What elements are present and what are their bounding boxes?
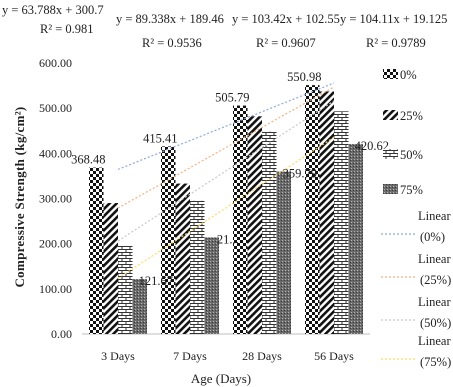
legend-swatch-1 — [383, 110, 398, 120]
y-tick-label: 300.00 — [39, 192, 72, 206]
bar-0pct-28-days — [233, 105, 248, 334]
y-tick-label: 0.00 — [51, 327, 72, 341]
trendline-equations: y = 63.788x + 300.7 R² = 0.981 y = 89.33… — [2, 3, 447, 50]
data-label: 415.41 — [143, 131, 177, 145]
bar-0pct-3-days — [89, 167, 104, 334]
trendline-3 — [117, 136, 335, 279]
x-axis-title: Age (Days) — [191, 371, 251, 386]
legend-swatch-0 — [383, 69, 398, 79]
trendline-0 — [117, 82, 335, 170]
r2-1: R² = 0.9536 — [142, 36, 202, 50]
x-tick-label: 56 Days — [314, 349, 354, 363]
bar-50pct-3-days — [118, 245, 133, 334]
legend: 0% 25% 50% 75% Linear (0%) Linear (25%) Linear (5… — [381, 68, 451, 369]
equation-0: y = 63.788x + 300.7 — [2, 3, 104, 17]
x-tick-label: 28 Days — [242, 349, 282, 363]
bar-50pct-7-days — [190, 200, 205, 334]
bar-0pct-56-days — [305, 85, 320, 334]
legend-label-2: 50% — [400, 148, 423, 162]
legend-trend-label-2: Linear (50%) — [418, 295, 451, 330]
y-axis-title: Compressive Strength (kg/cm²) — [12, 106, 27, 287]
x-axis-ticks: 3 Days 7 Days 28 Days 56 Days — [101, 349, 354, 363]
bar-50pct-56-days — [334, 111, 349, 334]
data-label: 359.79 — [283, 166, 317, 180]
y-axis-ticks: 0.00 100.00 200.00 300.00 400.00 500.00 600.00 — [39, 56, 72, 341]
data-label: 368.48 — [71, 153, 105, 167]
bar-25pct-56-days — [319, 91, 334, 334]
bar-75pct-7-days — [204, 237, 219, 334]
bar-75pct-28-days — [276, 171, 291, 334]
data-label: 420.62 — [355, 139, 389, 153]
legend-trend-label-3: Linear (75%) — [418, 334, 451, 369]
r2-2: R² = 0.9607 — [256, 36, 316, 50]
legend-swatch-3 — [383, 184, 398, 194]
trendline-1 — [117, 86, 335, 209]
legend-swatch-2 — [383, 149, 398, 159]
x-tick-label: 3 Days — [101, 349, 135, 363]
legend-trend-label-0: Linear (0%) — [418, 209, 451, 244]
equation-2: y = 103.42x + 102.55 — [232, 12, 340, 26]
data-label: 505.79 — [215, 91, 249, 105]
bar-75pct-56-days — [348, 144, 363, 334]
legend-label-0: 0% — [400, 68, 417, 82]
y-tick-label: 100.00 — [39, 282, 72, 296]
data-label: 21... — [217, 232, 239, 246]
trendlines — [117, 82, 335, 279]
equation-1: y = 89.338x + 189.46 — [116, 12, 224, 26]
bars — [89, 85, 363, 335]
data-label: 550.98 — [287, 70, 321, 84]
legend-label-1: 25% — [400, 109, 423, 123]
bar-25pct-7-days — [175, 183, 190, 334]
y-tick-label: 200.00 — [39, 237, 72, 251]
r2-3: R² = 0.9789 — [366, 36, 426, 50]
bar-25pct-3-days — [103, 203, 118, 334]
trendline-2 — [117, 100, 335, 242]
y-tick-label: 400.00 — [39, 146, 72, 160]
bar-75pct-3-days — [132, 279, 147, 334]
data-labels: 368.48 415.41 505.79 550.98 121.67 21... 359.7… — [71, 70, 389, 288]
legend-label-3: 75% — [400, 183, 423, 197]
bar-25pct-28-days — [247, 116, 262, 335]
bar-0pct-7-days — [161, 146, 176, 334]
r2-0: R² = 0.981 — [40, 22, 94, 36]
data-label: 121.67 — [139, 274, 173, 288]
x-tick-label: 7 Days — [173, 349, 207, 363]
equation-3: y = 104.11x + 19.125 — [340, 12, 447, 26]
y-tick-label: 600.00 — [39, 56, 72, 70]
y-tick-label: 500.00 — [39, 101, 72, 115]
bar-50pct-28-days — [262, 131, 277, 334]
legend-trend-label-1: Linear (25%) — [418, 252, 451, 287]
